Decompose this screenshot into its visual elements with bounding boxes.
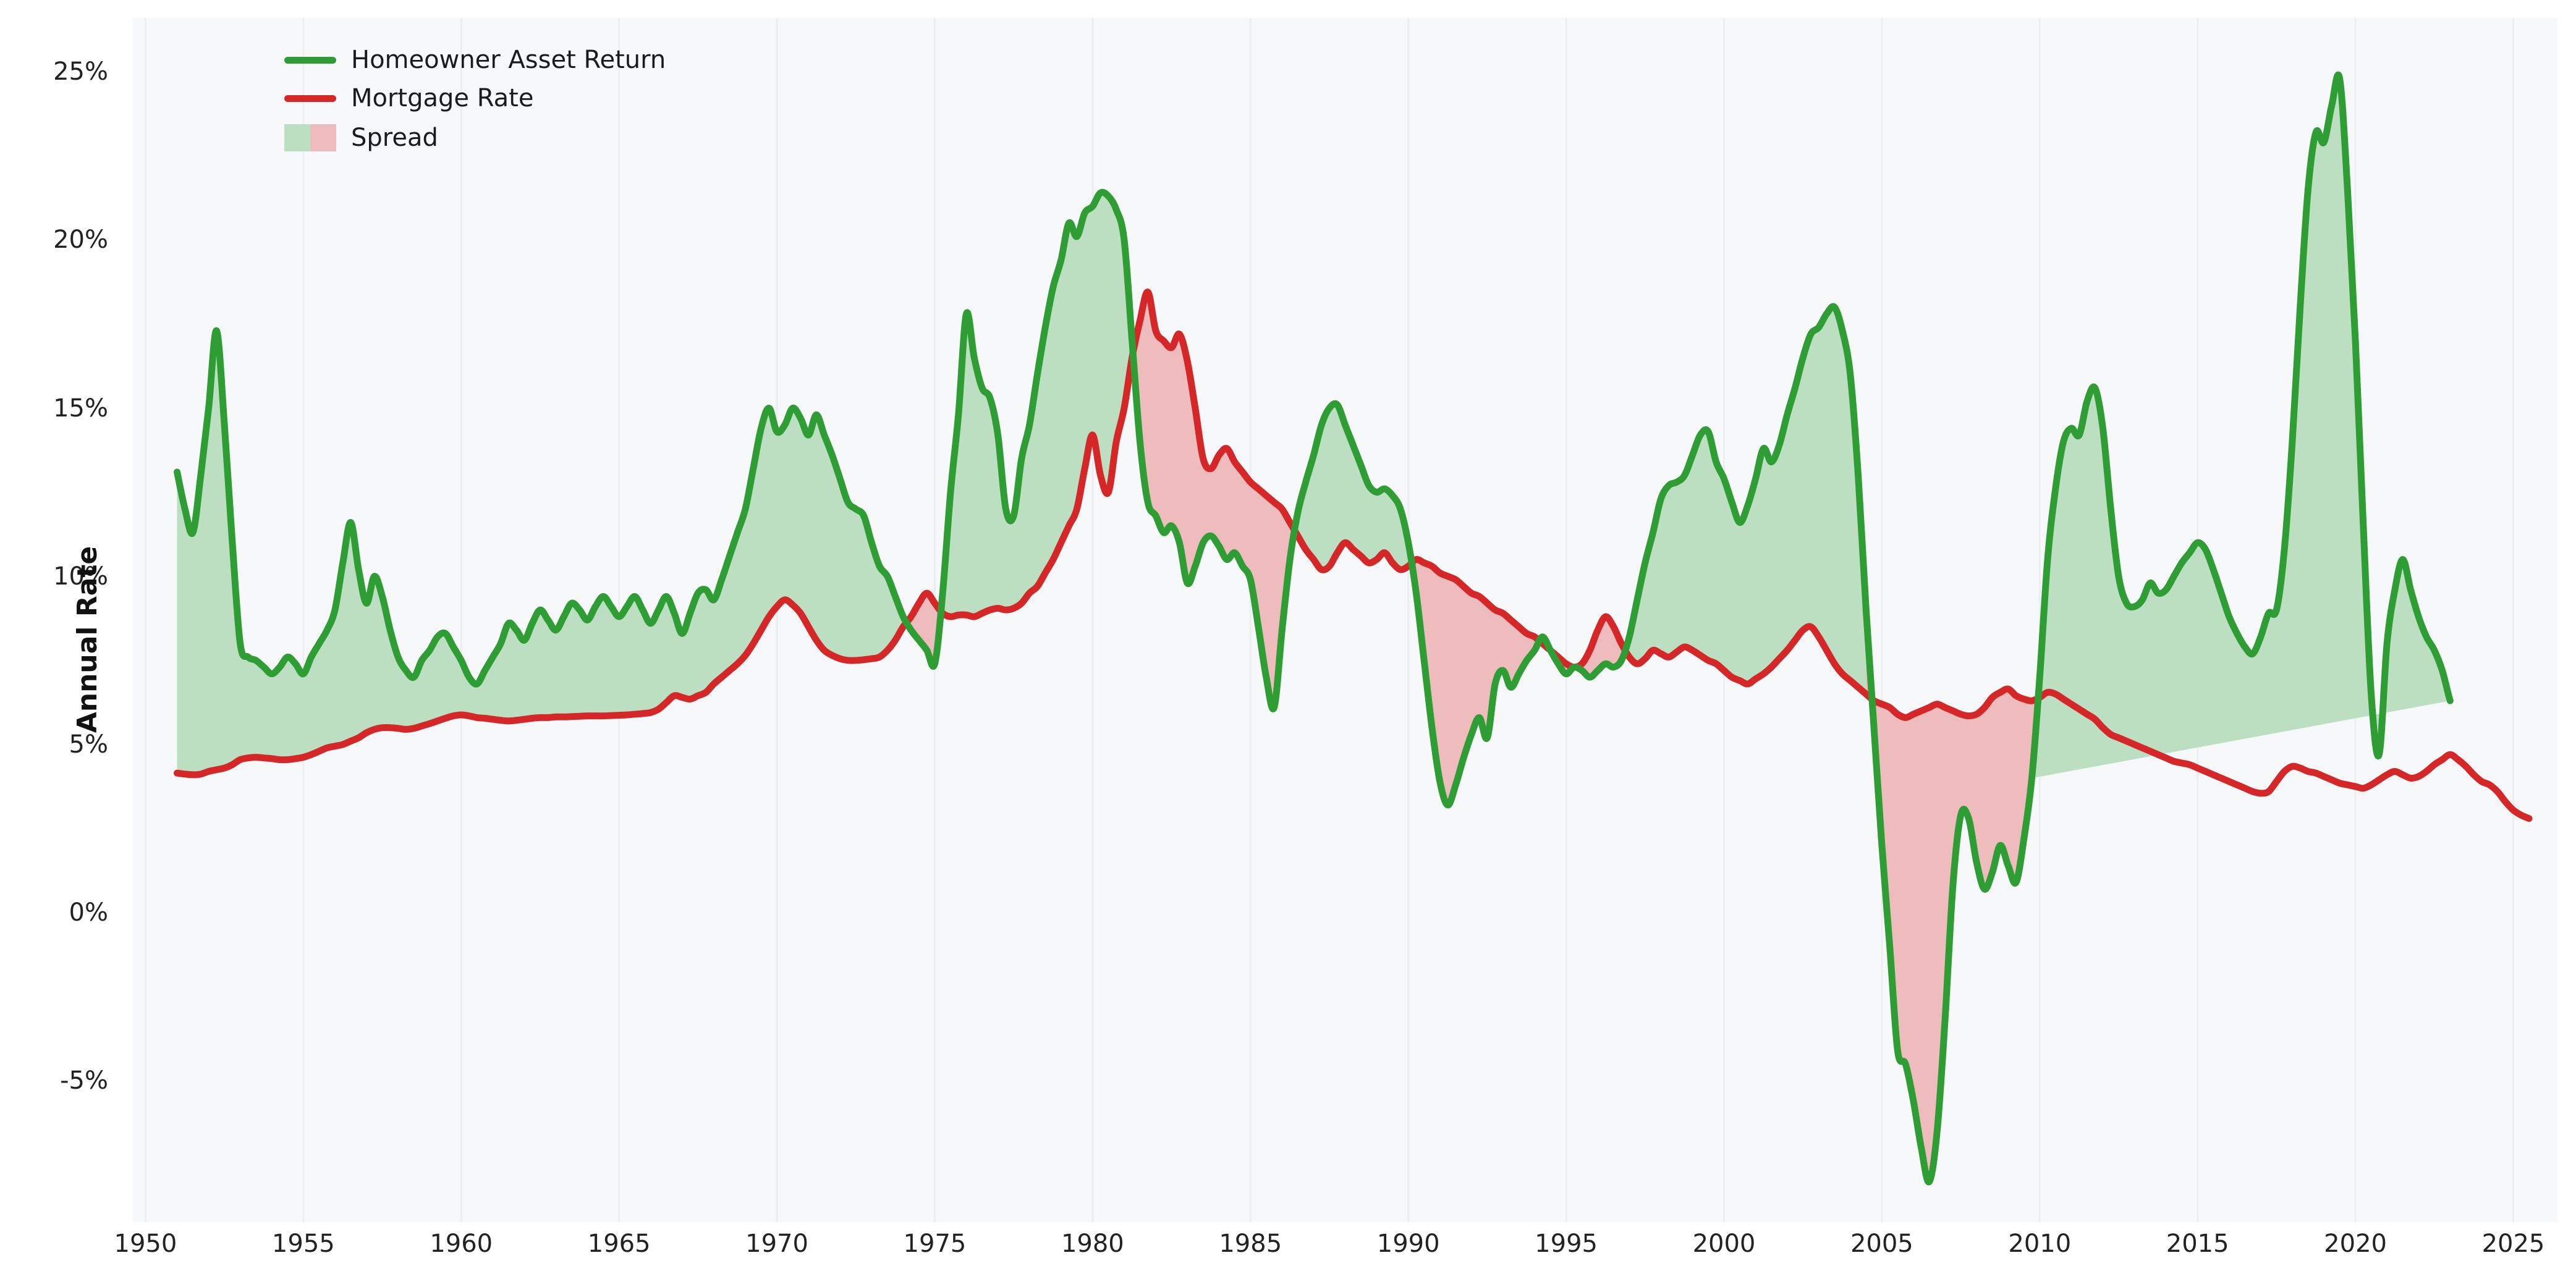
x-axis-tick-2: 1960 — [430, 1230, 493, 1258]
y-axis-tick-3: 10% — [53, 562, 108, 591]
x-axis-tick-9: 1995 — [1535, 1230, 1598, 1258]
homeowner-asset-return-line — [174, 71, 2454, 1186]
x-axis-tick-14: 2020 — [2324, 1230, 2387, 1258]
x-axis-tick-5: 1975 — [903, 1230, 967, 1258]
legend-patch-swatch-spread — [284, 124, 336, 151]
legend-line-swatch-red — [284, 95, 336, 102]
legend-label-homeowner-asset-return: Homeowner Asset Return — [351, 46, 666, 74]
chart-legend: Homeowner Asset Return Mortgage Rate Spr… — [284, 48, 666, 151]
y-axis-tick-0: 25% — [53, 57, 108, 87]
x-axis-tick-1: 1955 — [271, 1230, 335, 1258]
y-axis-label: Annual Rate — [71, 546, 103, 733]
legend-patch-positive — [284, 124, 310, 151]
legend-label-mortgage-rate: Mortgage Rate — [351, 84, 534, 112]
legend-line-swatch-green — [284, 56, 336, 64]
plot-area: Homeowner Asset Return Mortgage Rate Spr… — [133, 18, 2557, 1222]
x-axis-tick-10: 2000 — [1692, 1230, 1756, 1258]
x-axis-tick-3: 1965 — [587, 1230, 651, 1258]
y-axis-tick-4: 5% — [69, 730, 108, 759]
x-axis-tick-6: 1980 — [1061, 1230, 1124, 1258]
mortgage-rate-line — [174, 289, 2533, 822]
x-axis-tick-7: 1985 — [1219, 1230, 1282, 1258]
legend-item-homeowner-asset-return: Homeowner Asset Return — [284, 48, 666, 72]
y-axis-tick-labels: 25% 20% 15% 10% 5% 0% -5% — [0, 0, 121, 1279]
x-axis-tick-12: 2010 — [2008, 1230, 2072, 1258]
spread-positive-area — [177, 75, 2451, 779]
x-axis-tick-15: 2025 — [2481, 1230, 2545, 1258]
y-axis-tick-5: 0% — [69, 898, 108, 927]
legend-patch-negative — [310, 124, 336, 151]
legend-label-spread: Spread — [351, 124, 438, 152]
chart-svg — [144, 18, 2533, 1222]
x-axis-tick-11: 2005 — [1850, 1230, 1913, 1258]
y-axis-tick-6: -5% — [60, 1066, 108, 1095]
legend-item-spread: Spread — [284, 124, 666, 151]
x-axis-tick-13: 2015 — [2166, 1230, 2229, 1258]
x-axis-tick-labels: 1950 1955 1960 1965 1970 1975 1980 1985 1990 1995… — [0, 1230, 2576, 1279]
x-axis-tick-4: 1970 — [745, 1230, 808, 1258]
x-axis-tick-0: 1950 — [114, 1230, 177, 1258]
x-axis-tick-8: 1990 — [1376, 1230, 1440, 1258]
legend-item-mortgage-rate: Mortgage Rate — [284, 86, 666, 111]
y-axis-tick-2: 15% — [53, 394, 108, 423]
y-axis-tick-1: 20% — [53, 226, 108, 255]
